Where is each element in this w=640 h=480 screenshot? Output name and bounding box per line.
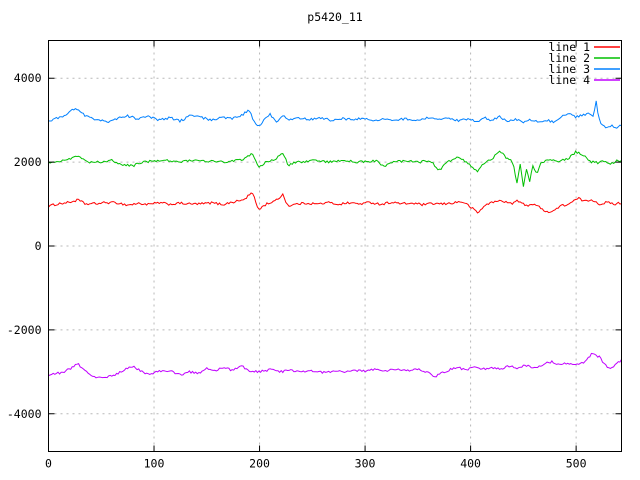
y-tick-label: 2000 bbox=[14, 155, 42, 169]
y-tick-label: 4000 bbox=[14, 71, 42, 85]
x-tick-label: 400 bbox=[460, 457, 481, 471]
series-line-1 bbox=[48, 192, 622, 214]
chart-title: p5420_11 bbox=[307, 10, 362, 24]
series-line-2 bbox=[48, 150, 622, 187]
series-line-4 bbox=[48, 352, 622, 379]
y-tick-label: -4000 bbox=[7, 407, 42, 421]
grid-lines bbox=[48, 40, 622, 452]
x-tick-label: 500 bbox=[566, 457, 587, 471]
x-tick-label: 100 bbox=[144, 457, 165, 471]
y-tick-label: 0 bbox=[35, 239, 42, 253]
y-tick-label: -2000 bbox=[7, 323, 42, 337]
axis-ticks bbox=[48, 40, 622, 452]
y-axis-labels: -4000 -2000 0 2000 4000 bbox=[7, 71, 42, 421]
legend-label-line-2: line 2 bbox=[548, 51, 590, 65]
legend-label-line-4: line 4 bbox=[548, 73, 590, 87]
x-tick-label: 300 bbox=[355, 457, 376, 471]
data-series bbox=[48, 100, 622, 379]
x-tick-label: 0 bbox=[45, 457, 52, 471]
x-axis-labels: 0 100 200 300 400 500 bbox=[45, 457, 587, 471]
series-line-3 bbox=[48, 100, 622, 129]
x-tick-label: 200 bbox=[249, 457, 270, 471]
legend-label-line-3: line 3 bbox=[548, 62, 590, 76]
legend-label-line-1: line 1 bbox=[548, 40, 590, 54]
